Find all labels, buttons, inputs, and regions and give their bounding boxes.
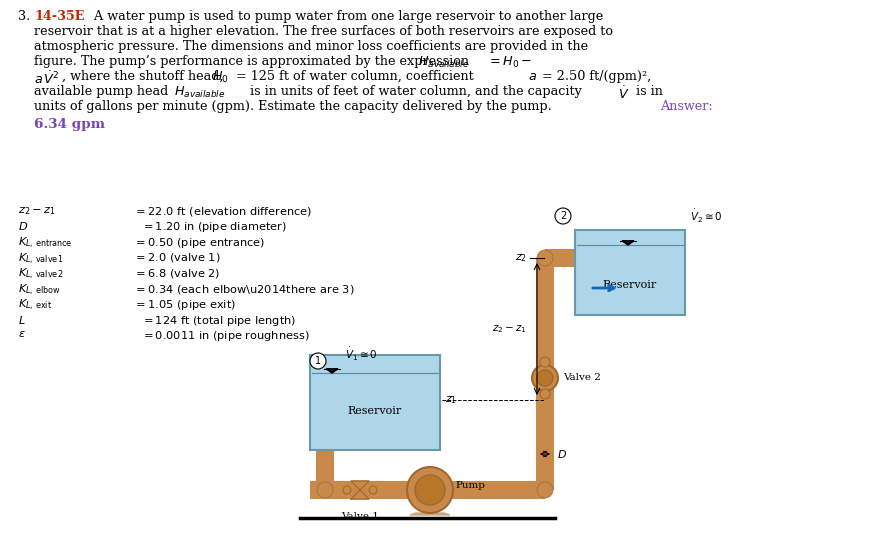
Text: $K_{L,\,\mathrm{elbow}}$: $K_{L,\,\mathrm{elbow}}$ [18,283,61,298]
Text: Pump: Pump [455,480,485,490]
Text: Answer:: Answer: [660,100,713,113]
Circle shape [415,475,445,505]
Text: 6.34 gpm: 6.34 gpm [34,118,105,131]
Text: $H_0$: $H_0$ [212,70,229,85]
Text: $K_{L,\,\mathrm{exit}}$: $K_{L,\,\mathrm{exit}}$ [18,298,52,313]
Text: $z_2$: $z_2$ [515,252,527,264]
Text: $= 6.8$ (valve 2): $= 6.8$ (valve 2) [130,267,220,280]
Text: reservoir that is at a higher elevation. The free surfaces of both reservoirs ar: reservoir that is at a higher elevation.… [34,25,613,38]
Polygon shape [622,241,634,245]
Circle shape [310,353,326,369]
Circle shape [317,392,333,408]
Text: $a$: $a$ [528,70,537,83]
Text: $\varepsilon$: $\varepsilon$ [18,329,26,339]
Text: $L$: $L$ [18,314,26,326]
Text: Reservoir: Reservoir [347,406,402,416]
Circle shape [369,486,377,494]
Text: is in units of feet of water column, and the capacity: is in units of feet of water column, and… [246,85,586,98]
Circle shape [540,357,550,367]
Text: = 2.50 ft/(gpm)²,: = 2.50 ft/(gpm)², [538,70,651,83]
Text: $a\,\dot{V}^2$: $a\,\dot{V}^2$ [34,70,60,87]
Text: 1: 1 [315,356,321,366]
Circle shape [532,365,558,391]
Text: units of gallons per minute (gpm). Estimate the capacity delivered by the pump.: units of gallons per minute (gpm). Estim… [34,100,556,113]
Circle shape [537,370,553,386]
Text: 2: 2 [560,211,566,221]
Circle shape [317,482,333,498]
Text: $= 124$ ft (total pipe length): $= 124$ ft (total pipe length) [130,314,296,327]
Polygon shape [410,513,450,515]
Text: $z_2-z_1$: $z_2-z_1$ [18,205,55,217]
Circle shape [540,389,550,399]
Text: $= 22.0$ ft (elevation difference): $= 22.0$ ft (elevation difference) [130,205,312,218]
Text: , where the shutoff head,: , where the shutoff head, [62,70,227,83]
Bar [310,355,440,450]
Polygon shape [351,481,369,499]
Text: 14-35E: 14-35E [34,10,85,23]
Text: is in: is in [632,85,663,98]
Text: figure. The pump’s performance is approximated by the expression: figure. The pump’s performance is approx… [34,55,473,68]
Text: $K_{L,\,\mathrm{entrance}}$: $K_{L,\,\mathrm{entrance}}$ [18,236,72,251]
Text: atmospheric pressure. The dimensions and minor loss coefficients are provided in: atmospheric pressure. The dimensions and… [34,40,588,53]
Text: = 125 ft of water column, coefficient: = 125 ft of water column, coefficient [232,70,478,83]
Circle shape [407,467,453,513]
Text: Valve 2: Valve 2 [563,374,601,383]
Text: $H_\mathit{available}$: $H_\mathit{available}$ [418,55,470,70]
Circle shape [537,482,553,498]
Text: $= H_0 -$: $= H_0 -$ [487,55,532,70]
Text: Reservoir: Reservoir [603,280,658,290]
Polygon shape [326,369,338,373]
Circle shape [343,486,351,494]
Text: $= 1.20$ in (pipe diameter): $= 1.20$ in (pipe diameter) [130,220,287,235]
Text: $\dot{V}_2 \cong 0$: $\dot{V}_2 \cong 0$ [690,208,723,225]
Text: $= 1.05$ (pipe exit): $= 1.05$ (pipe exit) [130,298,236,312]
Text: $z_2 - z_1$: $z_2 - z_1$ [493,323,527,335]
Text: Valve 1: Valve 1 [341,512,379,521]
Circle shape [537,250,553,266]
Bar [575,230,685,315]
Text: $= 0.0011$ in (pipe roughness): $= 0.0011$ in (pipe roughness) [130,329,310,343]
Circle shape [555,208,571,224]
Text: $= 2.0$ (valve 1): $= 2.0$ (valve 1) [130,252,221,264]
Text: 3.: 3. [18,10,30,23]
Text: available pump head: available pump head [34,85,172,98]
Text: $\dot{V}$: $\dot{V}$ [618,85,629,102]
Text: $D$: $D$ [557,448,567,460]
Text: $z_1$: $z_1$ [445,394,457,406]
Text: $K_{L,\,\mathrm{valve\,2}}$: $K_{L,\,\mathrm{valve\,2}}$ [18,267,64,282]
Text: $= 0.34$ (each elbow\u2014there are 3): $= 0.34$ (each elbow\u2014there are 3) [130,283,355,295]
Text: $K_{L,\,\mathrm{valve\,1}}$: $K_{L,\,\mathrm{valve\,1}}$ [18,252,64,267]
Text: $H_\mathit{available}$: $H_\mathit{available}$ [174,85,225,100]
Text: $= 0.50$ (pipe entrance): $= 0.50$ (pipe entrance) [130,236,266,250]
Text: $\dot{V}_1 \cong 0$: $\dot{V}_1 \cong 0$ [345,346,378,363]
Text: A water pump is used to pump water from one large reservoir to another large: A water pump is used to pump water from … [90,10,603,23]
Text: $D$: $D$ [18,220,29,232]
